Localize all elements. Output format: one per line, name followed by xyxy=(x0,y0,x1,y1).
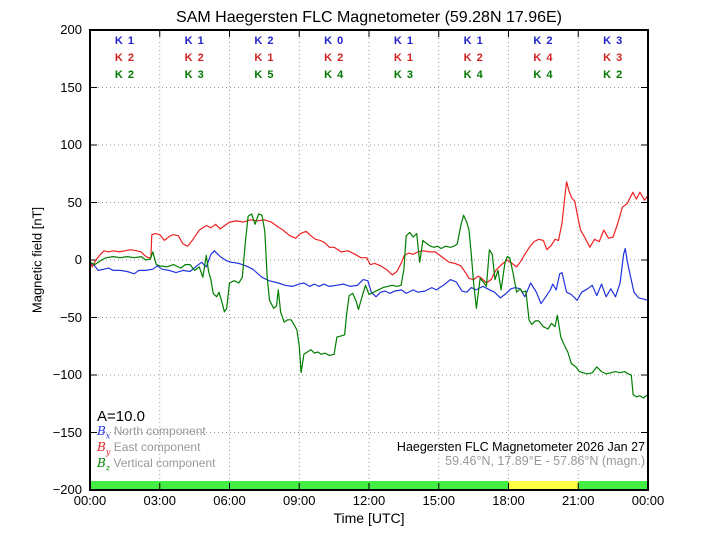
activity-bar-segment xyxy=(578,481,648,490)
y-tick-label: 200 xyxy=(60,22,82,37)
y-tick-label: −50 xyxy=(59,309,82,325)
y-tick-label: −100 xyxy=(52,367,82,382)
x-tick-label: 18:00 xyxy=(492,493,525,508)
k-index-value: K 1 xyxy=(393,35,414,47)
k-index-value: K 3 xyxy=(603,35,624,47)
k-index-value: K 4 xyxy=(533,52,554,64)
y-tick-label: 150 xyxy=(60,79,82,95)
x-tick-label: 03:00 xyxy=(143,493,177,508)
k-index-value: K 4 xyxy=(324,69,345,81)
y-tick-label: 50 xyxy=(67,194,82,210)
k-index-value: K 1 xyxy=(463,35,484,47)
k-index-value: K 2 xyxy=(533,35,554,47)
k-index-value: K 3 xyxy=(603,52,624,64)
series-bx xyxy=(89,247,649,305)
station-info-line1: Haegersten FLC Magnetometer 2026 Jan 27 xyxy=(396,440,645,454)
legend-item-by: By East component xyxy=(97,440,200,456)
y-tick-label: 100 xyxy=(60,137,82,152)
by-symbol: By xyxy=(97,440,111,457)
k-index-value: K 2 xyxy=(114,52,135,64)
x-axis-label: Time [UTC] xyxy=(333,510,405,526)
legend-label-east: East component xyxy=(113,440,201,454)
k-index-value: K 2 xyxy=(114,69,135,81)
k-index-value: K 1 xyxy=(114,35,135,47)
legend-label-north: North component xyxy=(113,424,206,438)
x-tick-label: 06:00 xyxy=(213,493,246,508)
series-bz xyxy=(89,213,649,399)
y-tick-label: 0 xyxy=(74,252,82,267)
y-tick-label: −150 xyxy=(52,424,82,440)
k-index-value: K 4 xyxy=(463,69,484,81)
k-index-value: K 2 xyxy=(254,35,275,47)
legend-label-vertical: Vertical component xyxy=(113,456,216,470)
chart-title: SAM Haegersten FLC Magnetometer (59.28N … xyxy=(176,9,562,26)
k-index-value: K 1 xyxy=(254,52,275,64)
legend-item-bz: Bz Vertical component xyxy=(97,456,215,472)
k-index-value: K 1 xyxy=(184,35,205,47)
x-tick-label: 00:00 xyxy=(631,493,665,508)
plot-frame xyxy=(89,29,649,491)
k-index-value: K 2 xyxy=(324,52,345,64)
k-index-value: K 2 xyxy=(184,52,205,64)
a-index-annotation: A=10.0 xyxy=(97,408,145,425)
k-index-value: K 2 xyxy=(463,52,484,64)
k-index-value: K 3 xyxy=(393,69,414,81)
k-index-value: K 3 xyxy=(184,69,205,81)
k-index-value: K 2 xyxy=(603,69,624,81)
bz-symbol: Bz xyxy=(97,456,111,473)
k-index-value: K 1 xyxy=(393,52,414,64)
station-info-line2: 59.46°N, 17.89°E - 57.86°N (magn.) xyxy=(445,454,645,468)
series-by xyxy=(89,181,649,284)
x-tick-label: 12:00 xyxy=(352,493,386,508)
activity-bar-segment xyxy=(508,481,579,490)
x-tick-label: 15:00 xyxy=(422,493,456,508)
x-tick-label: 21:00 xyxy=(561,493,595,508)
bx-symbol: Bx xyxy=(97,424,111,441)
k-index-value: K 0 xyxy=(324,35,345,47)
legend-item-bx: Bx North component xyxy=(97,424,206,440)
k-index-value: K 4 xyxy=(533,69,554,81)
y-tick-label: −200 xyxy=(52,482,82,497)
x-tick-label: 00:00 xyxy=(73,493,107,508)
k-index-value: K 5 xyxy=(254,69,275,81)
x-tick-label: 09:00 xyxy=(282,493,316,508)
